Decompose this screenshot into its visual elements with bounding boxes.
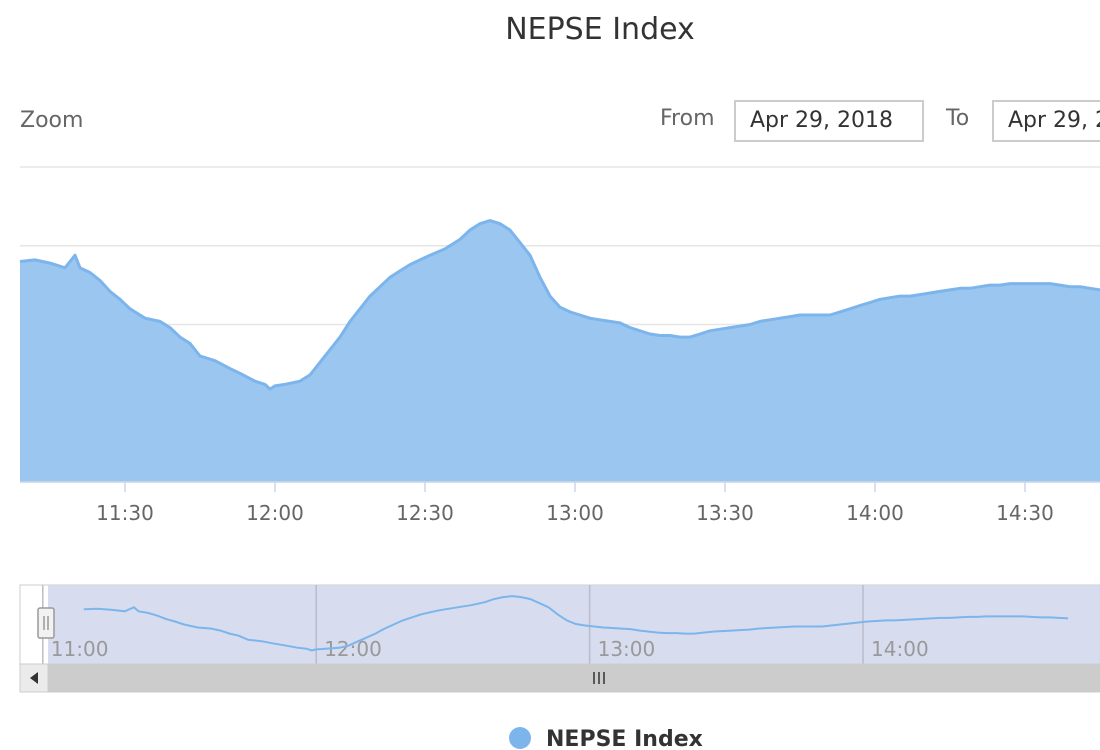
to-label: To [946, 106, 970, 131]
scrollbar-thumb[interactable] [48, 664, 1100, 692]
legend-item-label[interactable]: NEPSE Index [546, 727, 703, 750]
legend-marker-icon [509, 727, 531, 749]
x-tick-label: 13:30 [696, 501, 754, 525]
x-tick-label: 12:30 [396, 501, 454, 525]
navigator-series-line [83, 595, 1069, 652]
x-tick-label: 14:00 [846, 501, 904, 525]
from-label: From [660, 106, 715, 131]
x-tick-label: 11:30 [96, 501, 154, 525]
navigator-selected-range[interactable] [48, 585, 1100, 664]
navigator-tick-label: 11:00 [51, 637, 109, 661]
navigator[interactable]: 11:00 12:00 13:00 14:00 [19, 584, 1100, 665]
scroll-left-arrow-icon [30, 672, 38, 684]
zoom-label: Zoom [20, 108, 84, 133]
scrollbar-left-button[interactable] [19, 663, 49, 693]
plot-area [19, 219, 1100, 483]
series-area-fill [20, 220, 1100, 482]
scrollbar[interactable] [19, 663, 1100, 693]
series-line [19, 219, 1100, 391]
x-tick-label: 14:30 [996, 501, 1054, 525]
navigator-tick-label: 14:00 [871, 637, 929, 661]
chart-title: NEPSE Index [505, 12, 695, 47]
navigator-tick-label: 13:00 [598, 637, 656, 661]
navigator-left-handle[interactable] [37, 607, 55, 639]
from-date-input[interactable]: Apr 29, 2018 [734, 100, 924, 142]
x-axis-ticks: 11:30 12:00 12:30 13:00 13:30 14:00 14:30 [96, 482, 1054, 525]
x-tick-label: 13:00 [546, 501, 604, 525]
x-tick-label: 12:00 [246, 501, 304, 525]
to-date-input[interactable]: Apr 29, 2018 [992, 100, 1100, 142]
legend[interactable]: NEPSE Index [509, 727, 703, 750]
